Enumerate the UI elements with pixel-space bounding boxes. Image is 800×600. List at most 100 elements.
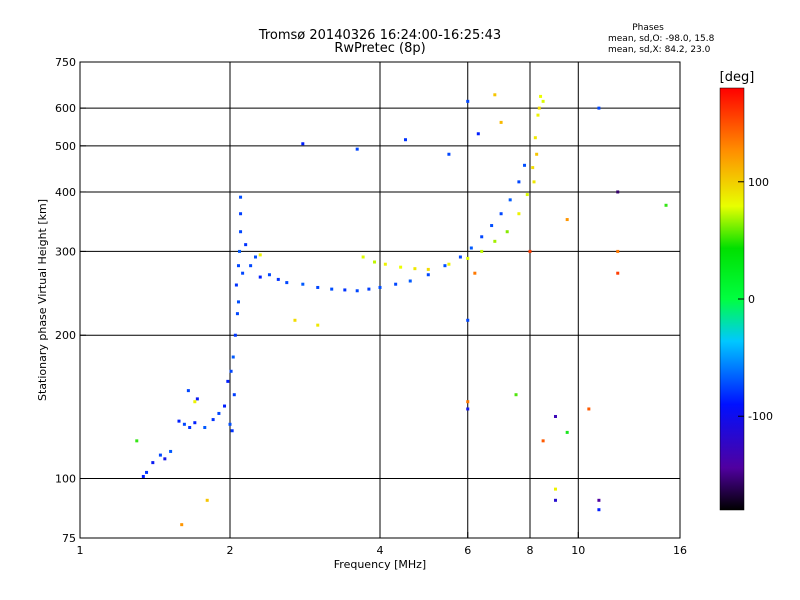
data-point-o xyxy=(301,142,305,146)
data-point-o xyxy=(490,224,494,228)
data-point-o xyxy=(258,275,262,279)
data-point-o xyxy=(249,264,253,268)
x-tick-label: 1 xyxy=(77,544,84,557)
data-point-x xyxy=(413,267,417,271)
x-axis-label: Frequency [MHz] xyxy=(334,558,426,571)
data-point-x xyxy=(205,498,209,502)
data-point-o xyxy=(466,99,470,103)
data-point-x xyxy=(553,487,557,491)
data-point-o xyxy=(499,212,503,216)
data-point-x xyxy=(316,323,320,327)
data-point-o xyxy=(232,393,236,397)
x-tick-label: 16 xyxy=(673,544,687,557)
data-point-o xyxy=(597,508,601,512)
colorbar-tick-label: 100 xyxy=(748,176,769,189)
data-point-x xyxy=(525,193,529,197)
data-point-x xyxy=(536,113,540,117)
data-point-x xyxy=(373,260,377,264)
y-axis-label: Stationary phase Virtual Height [km] xyxy=(36,199,49,401)
data-point-o xyxy=(355,147,359,151)
x-tick-label: 8 xyxy=(527,544,534,557)
data-point-o xyxy=(523,163,527,167)
data-point-o xyxy=(217,411,221,415)
data-point-o xyxy=(241,271,245,275)
data-point-o xyxy=(476,132,480,136)
y-axis-ticks: 75 100 200 300 400 500 600 750 xyxy=(55,56,86,545)
data-point-x xyxy=(528,249,532,253)
colorbar-ticks: 100 0 -100 xyxy=(738,176,773,423)
data-point-o xyxy=(235,312,239,316)
data-point-x xyxy=(135,439,139,443)
y-tick-label: 200 xyxy=(55,329,76,342)
data-point-x xyxy=(616,271,620,275)
data-point-o xyxy=(355,289,359,293)
data-point-o xyxy=(469,246,473,250)
data-point-o xyxy=(553,498,557,502)
data-point-o xyxy=(195,397,199,401)
x-tick-label: 2 xyxy=(227,544,234,557)
data-point-o xyxy=(169,449,173,453)
data-point-o xyxy=(285,281,289,285)
data-point-o xyxy=(343,288,347,292)
data-point-o xyxy=(443,264,447,268)
data-point-x xyxy=(426,267,430,271)
data-point-x xyxy=(258,253,262,257)
data-point-o xyxy=(229,369,233,373)
chart-title: Tromsø 20140326 16:24:00-16:25:43 xyxy=(258,28,501,43)
data-point-o xyxy=(367,287,371,291)
data-point-o xyxy=(408,279,412,283)
grid xyxy=(80,62,680,538)
y-tick-label: 500 xyxy=(55,140,76,153)
data-point-x xyxy=(565,430,569,434)
data-point-o xyxy=(236,300,240,304)
data-point-o xyxy=(230,429,234,433)
y-tick-label: 750 xyxy=(55,56,76,69)
data-point-o xyxy=(466,318,470,322)
data-point-o xyxy=(177,419,181,423)
data-point-o xyxy=(226,379,230,383)
data-point-x xyxy=(480,249,484,253)
data-point-o xyxy=(458,255,462,259)
data-point-o xyxy=(239,230,243,234)
data-point-o xyxy=(223,404,227,408)
data-point-x xyxy=(533,136,537,140)
data-point-o xyxy=(330,287,334,291)
data-point-o xyxy=(234,283,238,287)
data-point-o xyxy=(151,461,155,465)
data-point-x xyxy=(532,180,536,184)
data-point-x xyxy=(499,120,503,124)
data-point-o xyxy=(244,243,248,247)
data-point-o xyxy=(238,249,242,253)
data-point-o xyxy=(426,273,430,277)
colorbar-tick-label: 0 xyxy=(748,293,755,306)
data-point-x xyxy=(493,239,497,243)
data-point-x xyxy=(541,99,545,103)
x-axis-ticks: 1 2 4 6 8 10 16 xyxy=(77,532,687,557)
data-point-o xyxy=(253,255,257,259)
legend-heading: Phases xyxy=(632,23,664,33)
data-point-x xyxy=(531,166,535,170)
legend-line-x: mean, sd,X: 84.2, 23.0 xyxy=(608,45,711,55)
data-point-o xyxy=(403,138,407,142)
data-point-o xyxy=(239,212,243,216)
data-point-o xyxy=(228,422,232,426)
data-point-o xyxy=(394,282,398,286)
data-point-o xyxy=(182,422,186,426)
data-point-x xyxy=(537,106,541,110)
data-point-x xyxy=(293,318,297,322)
data-point-x xyxy=(383,262,387,266)
data-point-o xyxy=(233,333,237,337)
data-point-o xyxy=(141,474,145,478)
data-point-x xyxy=(180,523,184,527)
data-point-x xyxy=(466,256,470,260)
y-tick-label: 400 xyxy=(55,186,76,199)
data-point-o xyxy=(508,198,512,202)
data-point-o xyxy=(616,190,620,194)
legend-line-o: mean, sd,O: -98.0, 15.8 xyxy=(608,34,715,44)
data-point-o xyxy=(186,389,190,393)
x-tick-label: 4 xyxy=(377,544,384,557)
data-point-o xyxy=(231,355,235,359)
chart-subtitle: RwPretec (8p) xyxy=(334,41,425,56)
data-point-o xyxy=(517,180,521,184)
